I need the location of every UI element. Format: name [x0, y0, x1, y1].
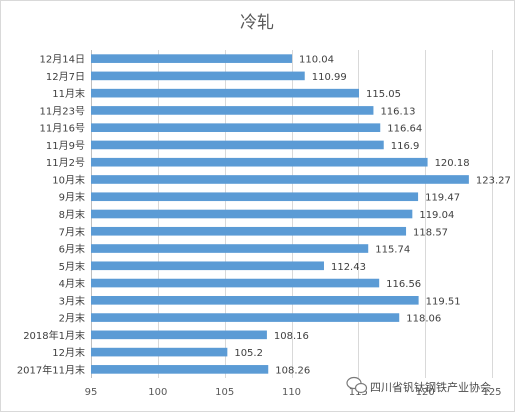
bar: [91, 296, 419, 305]
x-tick-label: 125: [482, 387, 501, 398]
value-label: 119.04: [419, 210, 454, 221]
value-label: 120.18: [435, 158, 470, 169]
category-label: 2月末: [59, 312, 85, 325]
watermark-text: 四川省钒钛钢铁产业协会: [370, 380, 491, 394]
value-label: 119.51: [426, 296, 461, 307]
value-label: 110.04: [299, 55, 334, 66]
bar: [91, 209, 413, 219]
category-labels: 12月14日 12月7日 11月末 11月23号 11月16号 11月9号 11月2号 10月…: [17, 54, 85, 377]
bar: [91, 244, 369, 253]
x-tick-label: 95: [85, 387, 98, 398]
value-label: 110.99: [312, 72, 347, 83]
value-label: 115.74: [375, 245, 410, 256]
bar: [91, 123, 381, 132]
chart-title: 冷轧: [240, 13, 274, 33]
bar: [91, 140, 384, 150]
value-label: 123.27: [476, 175, 511, 186]
category-label: 2017年11月末: [17, 363, 85, 376]
value-label: 116.9: [391, 141, 420, 152]
category-label: 2018年1月末: [23, 329, 85, 342]
category-label: 11月末: [52, 87, 85, 100]
category-label: 8月末: [59, 208, 85, 221]
value-label: 118.06: [406, 314, 441, 325]
bar: [91, 71, 305, 81]
bar: [91, 192, 419, 202]
category-label: 6月末: [59, 243, 85, 256]
value-label: 116.56: [386, 279, 421, 290]
category-label: 12月7日: [46, 71, 85, 83]
category-label: 5月末: [59, 260, 85, 273]
value-label: 116.64: [387, 124, 422, 135]
watermark: 四川省钒钛钢铁产业协会: [346, 376, 491, 394]
category-label: 3月末: [59, 294, 85, 307]
category-label: 10月末: [52, 173, 85, 186]
category-label: 7月末: [59, 225, 85, 238]
bar: [91, 347, 228, 357]
category-label: 12月14日: [40, 54, 85, 66]
bar: [91, 226, 407, 236]
value-label: 118.57: [413, 227, 448, 238]
bar: [91, 54, 293, 63]
bar: [91, 157, 428, 167]
value-labels: 110.04 110.99 115.05 116.13 116.64 116.9 120.1…: [234, 55, 511, 377]
bar: [91, 330, 267, 340]
value-label: 108.16: [274, 331, 309, 342]
category-label: 11月9号: [46, 140, 85, 152]
bars: [91, 54, 469, 374]
category-label: 4月末: [59, 277, 85, 290]
value-label: 108.26: [275, 365, 310, 376]
x-tick-label: 100: [148, 387, 167, 398]
value-label: 105.2: [234, 348, 263, 359]
x-tick-label: 110: [282, 387, 301, 398]
wechat-bubble-icon: [346, 376, 368, 394]
category-label: 12月末: [52, 346, 85, 359]
category-label: 11月23号: [40, 105, 85, 117]
bar: [91, 261, 324, 271]
bar: [91, 278, 380, 288]
x-tick-label: 105: [215, 387, 234, 398]
value-label: 112.43: [331, 262, 366, 273]
value-label: 115.05: [366, 89, 401, 100]
bar: [91, 88, 360, 98]
x-tick-label: 120: [416, 387, 435, 398]
bar: [91, 175, 469, 184]
category-label: 9月末: [59, 191, 85, 204]
bar: [91, 313, 400, 322]
bar: [91, 106, 374, 115]
category-label: 11月16号: [40, 123, 85, 135]
category-label: 11月2号: [46, 157, 85, 169]
bar: [91, 365, 269, 374]
value-label: 119.47: [425, 193, 460, 204]
value-label: 116.13: [380, 106, 415, 117]
